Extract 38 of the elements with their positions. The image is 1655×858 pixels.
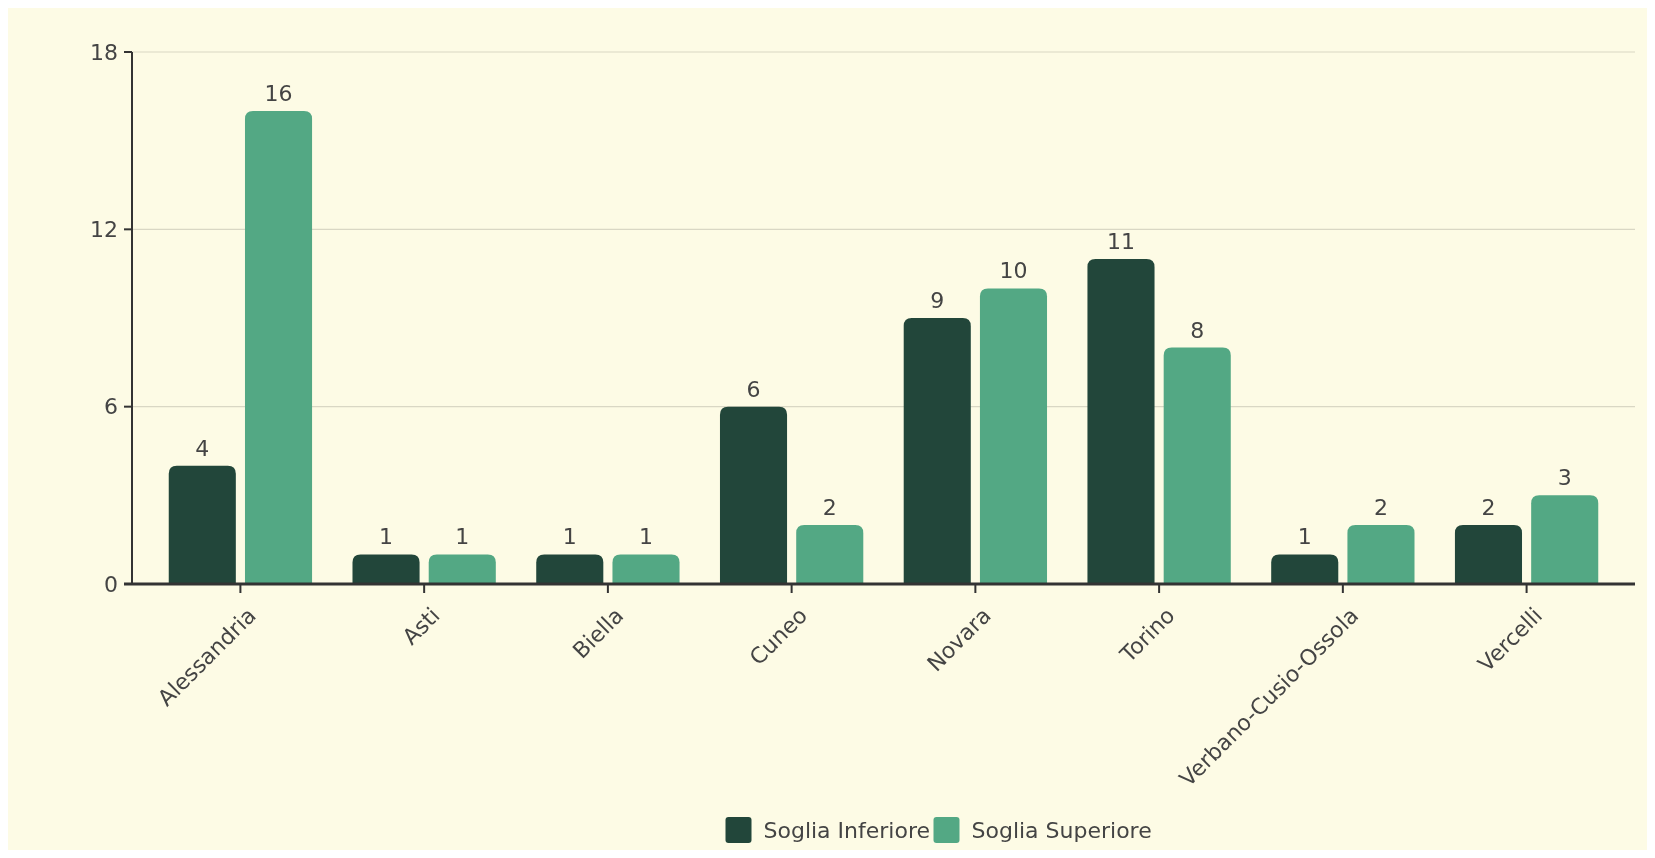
bar: [168, 465, 236, 584]
data-label: 1: [639, 524, 654, 550]
bar: [1454, 524, 1523, 584]
data-label: 9: [930, 288, 945, 313]
data-label: 10: [999, 258, 1028, 284]
bar: [1271, 554, 1339, 584]
data-label: 11: [1106, 228, 1135, 254]
data-label: 16: [264, 81, 293, 107]
y-tick-label: 0: [104, 571, 118, 597]
bar: [719, 406, 788, 584]
bar: [979, 288, 1048, 584]
data-label: 2: [1481, 494, 1496, 520]
data-label: 1: [455, 524, 470, 550]
legend-label: Soglia Superiore: [971, 817, 1152, 843]
bar: [428, 554, 496, 584]
bar: [1163, 347, 1231, 584]
bar: [1347, 524, 1415, 584]
data-label: 1: [562, 524, 577, 550]
y-tick-label: 6: [104, 394, 118, 420]
data-label: 6: [746, 376, 761, 402]
data-label: 4: [195, 435, 210, 461]
data-label: 1: [1297, 524, 1312, 550]
data-label: 2: [822, 494, 837, 520]
y-tick-label: 18: [90, 39, 118, 65]
bar: [536, 554, 604, 584]
bar: [903, 318, 971, 584]
y-tick-label: 12: [90, 217, 118, 243]
data-label: 1: [379, 524, 394, 550]
data-label: 2: [1373, 494, 1388, 520]
bar: [796, 524, 864, 584]
bar: [352, 554, 420, 584]
legend-label: Soglia Inferiore: [763, 817, 931, 843]
bar: [612, 554, 680, 584]
data-label: 8: [1190, 317, 1205, 343]
bar: [1087, 258, 1155, 584]
data-label: 3: [1557, 465, 1572, 491]
bar: [1531, 495, 1599, 584]
bar: [244, 111, 313, 584]
